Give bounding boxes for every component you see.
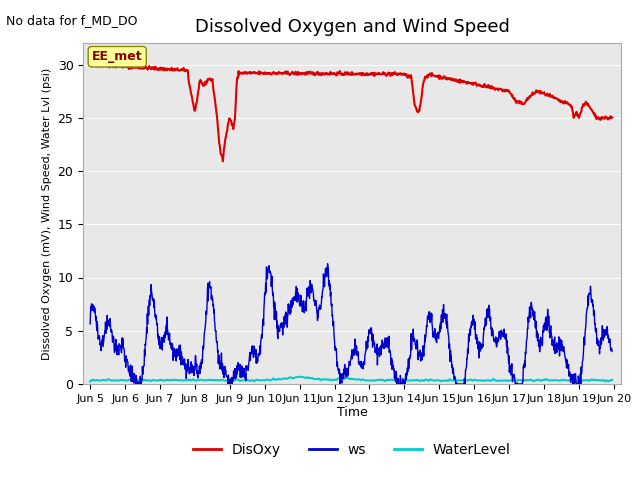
Y-axis label: Dissolved Oxygen (mV), Wind Speed, Water Lvl (psi): Dissolved Oxygen (mV), Wind Speed, Water…	[42, 68, 52, 360]
Text: No data for f_MD_DO: No data for f_MD_DO	[6, 14, 138, 27]
Legend: DisOxy, ws, WaterLevel: DisOxy, ws, WaterLevel	[188, 437, 516, 462]
Title: Dissolved Oxygen and Wind Speed: Dissolved Oxygen and Wind Speed	[195, 18, 509, 36]
Text: EE_met: EE_met	[92, 50, 143, 63]
X-axis label: Time: Time	[337, 407, 367, 420]
